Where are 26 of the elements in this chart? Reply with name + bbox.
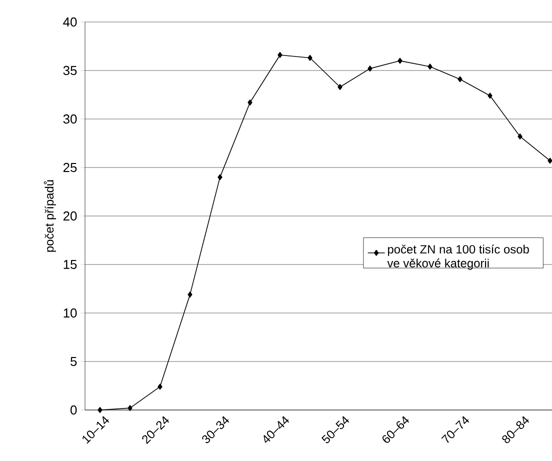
point xyxy=(398,58,402,64)
y-tick-label: 40 xyxy=(63,17,77,27)
point xyxy=(518,133,522,140)
point xyxy=(158,384,162,390)
point xyxy=(308,54,312,61)
y-tick-label: 20 xyxy=(63,211,77,221)
point xyxy=(488,92,492,99)
y-tick-label: 15 xyxy=(64,260,77,270)
y-tick-label: 25 xyxy=(63,162,77,172)
point xyxy=(278,52,282,58)
y-tick-label: 35 xyxy=(63,66,77,76)
y-tick-label: 0 xyxy=(70,405,77,415)
y-tick-label: 10 xyxy=(64,308,77,318)
y-tick-label: 5 xyxy=(70,356,77,366)
point xyxy=(338,84,342,90)
point xyxy=(368,66,372,72)
point xyxy=(218,174,222,180)
point xyxy=(428,64,432,70)
point xyxy=(248,100,252,106)
point xyxy=(188,292,192,298)
legend-label: počet ZN na 100 tisíc osob ve věkové kategorii xyxy=(387,244,529,270)
y-tick-label: 30 xyxy=(63,114,77,124)
point xyxy=(458,76,462,82)
y-axis-title: počet případů xyxy=(44,180,56,252)
point xyxy=(128,405,132,412)
point xyxy=(98,407,102,413)
